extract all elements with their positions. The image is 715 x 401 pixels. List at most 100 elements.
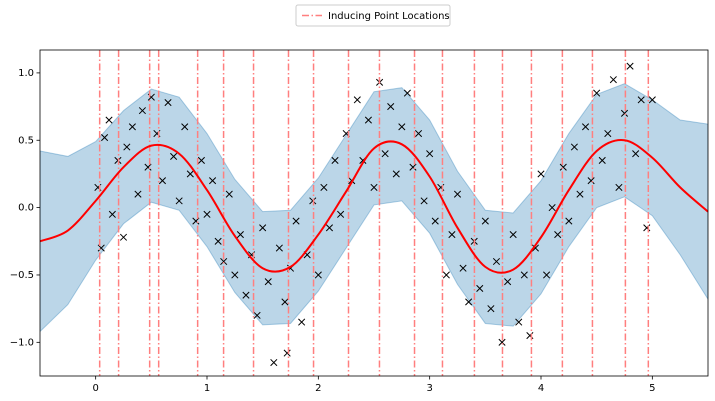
data-point (648, 96, 656, 104)
data-point (214, 237, 222, 245)
data-point (531, 244, 539, 252)
data-point (487, 305, 495, 313)
plot-area (40, 50, 708, 376)
y-tick-label: 0.0 (18, 203, 34, 214)
data-point (426, 150, 434, 158)
data-point (459, 264, 467, 272)
data-point (231, 271, 239, 279)
data-point (105, 116, 113, 124)
data-point (138, 107, 146, 115)
x-tick-label: 5 (649, 383, 655, 394)
data-point (370, 183, 378, 191)
data-point (381, 150, 389, 158)
data-point (134, 190, 142, 198)
data-point (593, 89, 601, 97)
data-point (253, 311, 261, 319)
data-point (128, 123, 136, 131)
mean-line (40, 139, 708, 274)
y-tick-label: 1.0 (18, 68, 34, 79)
data-point (337, 210, 345, 218)
data-point (275, 244, 283, 252)
legend-label: Inducing Point Locations (328, 11, 450, 22)
axes-frame (39, 49, 709, 377)
data-point (403, 89, 411, 97)
data-point (175, 197, 183, 205)
data-point (554, 231, 562, 239)
data-point (481, 217, 489, 225)
data-point (364, 116, 372, 124)
data-point (548, 204, 556, 212)
data-point (309, 197, 317, 205)
data-point (298, 318, 306, 326)
data-point (504, 278, 512, 286)
data-point (609, 76, 617, 84)
data-point (186, 170, 194, 178)
data-point (515, 318, 523, 326)
data-point (209, 177, 217, 185)
data-point (509, 231, 517, 239)
data-point (387, 103, 395, 111)
data-point (270, 358, 278, 367)
data-point (620, 109, 629, 117)
data-point (453, 190, 462, 198)
data-point (220, 257, 228, 266)
data-point (314, 271, 322, 279)
data-point (164, 98, 172, 107)
data-point (420, 197, 428, 205)
data-point (570, 143, 578, 151)
data-point (598, 156, 606, 165)
data-point (537, 170, 545, 178)
x-tick-label: 1 (204, 383, 210, 394)
data-point (476, 284, 484, 292)
data-point (170, 152, 178, 160)
data-point (576, 190, 584, 198)
data-point (559, 163, 567, 171)
data-point (587, 177, 595, 185)
data-point (264, 278, 272, 286)
legend: Inducing Point Locations (295, 4, 451, 27)
data-point (431, 217, 439, 225)
data-point (242, 291, 250, 299)
data-point (520, 271, 528, 279)
data-point (604, 129, 612, 138)
x-tick-label: 0 (92, 383, 98, 394)
data-point (292, 217, 300, 225)
data-point (543, 271, 551, 279)
confidence-band (40, 83, 708, 333)
data-point (108, 210, 116, 218)
data-point (197, 156, 205, 165)
data-point (392, 170, 400, 178)
data-point (581, 123, 590, 131)
data-point (632, 150, 640, 158)
legend-box (295, 4, 451, 27)
data-point (331, 156, 339, 165)
x-tick-label: 4 (538, 383, 544, 394)
data-point (565, 217, 573, 225)
data-point (448, 231, 456, 239)
data-point (283, 349, 291, 357)
data-point (626, 62, 634, 70)
data-point (325, 224, 334, 232)
data-point (225, 190, 233, 198)
data-point (409, 163, 417, 171)
data-point (414, 129, 423, 138)
data-point (181, 123, 189, 131)
data-point (637, 96, 645, 104)
data-point (259, 224, 267, 232)
data-point (398, 123, 406, 131)
data-point (123, 143, 131, 151)
data-point (203, 210, 211, 218)
y-tick-label: −0.5 (10, 270, 34, 281)
data-point (281, 298, 289, 306)
data-point (101, 134, 109, 142)
data-point (144, 163, 152, 171)
data-point (236, 231, 244, 239)
data-point (498, 338, 506, 346)
x-tick-label: 2 (315, 383, 321, 394)
data-point (353, 96, 361, 104)
data-point (442, 271, 450, 279)
data-point (158, 177, 167, 185)
data-point (320, 183, 328, 191)
